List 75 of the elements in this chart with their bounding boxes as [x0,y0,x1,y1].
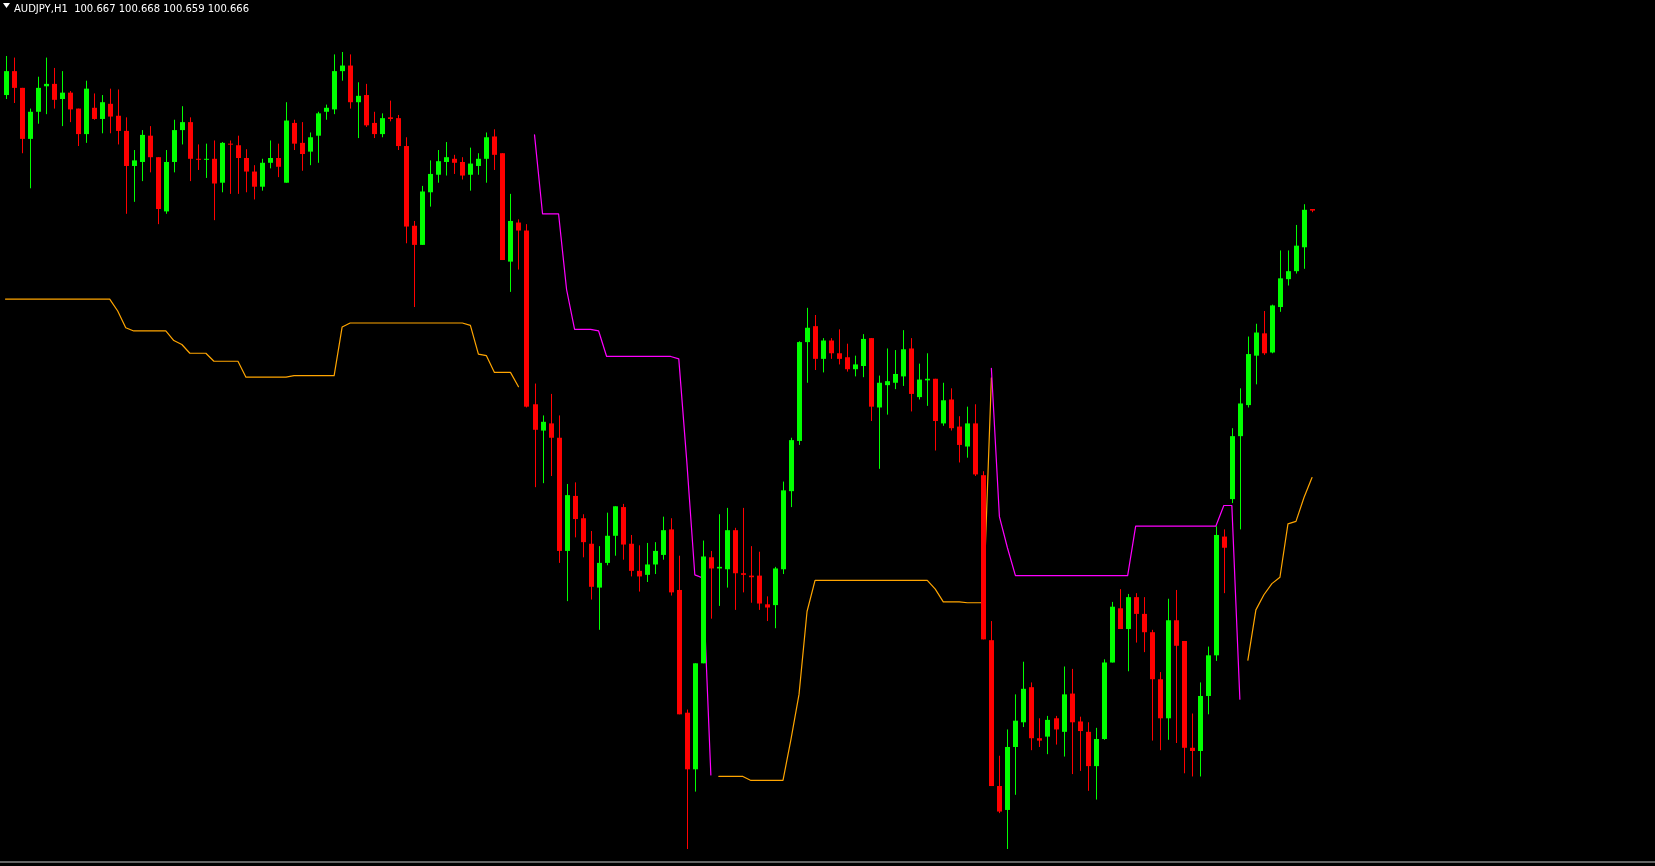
candlestick [132,149,137,203]
candlestick [92,92,97,121]
candlestick [36,76,41,125]
candlestick [68,90,73,123]
candlestick [460,156,465,181]
candlestick [1254,323,1259,385]
candlestick [100,94,105,134]
candlestick [452,154,457,175]
candlestick [388,100,393,122]
candlestick [957,415,962,463]
candlestick [292,119,297,151]
candlestick [885,347,890,416]
candlestick [300,121,305,172]
candlestick [60,70,65,127]
candlestick [805,307,810,384]
candlestick [1045,715,1050,755]
candlestick [260,158,265,192]
candlestick [308,132,313,166]
candlestick [821,337,826,373]
candlestick [581,513,586,558]
candlestick [1134,592,1139,644]
candlestick [204,143,209,179]
candlestick [1222,528,1227,594]
candlestick [228,139,233,195]
candlestick [1190,713,1195,777]
candlestick [244,148,249,193]
candlestick [412,220,417,308]
candlestick [549,393,554,477]
candlestick [1286,249,1291,287]
candlestick [12,57,17,104]
candlestick [893,349,898,390]
candlestick [709,550,714,620]
candlestick [1037,717,1042,748]
candlestick [436,149,441,184]
candlestick [372,111,377,139]
candlestick [316,111,321,164]
candlestick [148,125,153,173]
candlestick [829,337,834,360]
candlestick [444,141,449,177]
candlestick [468,147,473,192]
candlestick [236,135,241,195]
candlestick [516,218,521,271]
candlestick [1054,715,1059,746]
candlestick [356,81,361,139]
candlestick [653,541,658,575]
candlestick [380,112,385,138]
candlestick [765,595,770,622]
candlestick [116,88,121,145]
candlestick [252,164,257,200]
candlestick [108,88,113,134]
candlestick [941,382,946,427]
candlestick [52,67,57,110]
candlestick [1078,716,1083,772]
candlestick [853,355,858,377]
candlestick [276,143,281,178]
candlestick [917,363,922,400]
candlestick [492,128,497,171]
candlestick [476,152,481,176]
candlestick [1118,588,1123,630]
chart-title: AUDJPY,H1 100.667 100.668 100.659 100.666 [14,3,250,14]
candlestick [484,132,489,184]
candlestick [541,414,546,484]
candlestick [1262,310,1267,356]
candlestick [837,328,842,365]
candlestick [1142,596,1147,653]
candlestick [645,542,650,583]
candlestick [965,406,970,459]
candlestick [741,507,746,593]
candlestick [573,481,578,538]
candlestick [4,55,9,100]
candlestick [845,343,850,373]
candlestick [428,159,433,208]
candlestick [268,139,273,169]
candlestick [180,105,185,145]
candlestick [196,143,201,171]
